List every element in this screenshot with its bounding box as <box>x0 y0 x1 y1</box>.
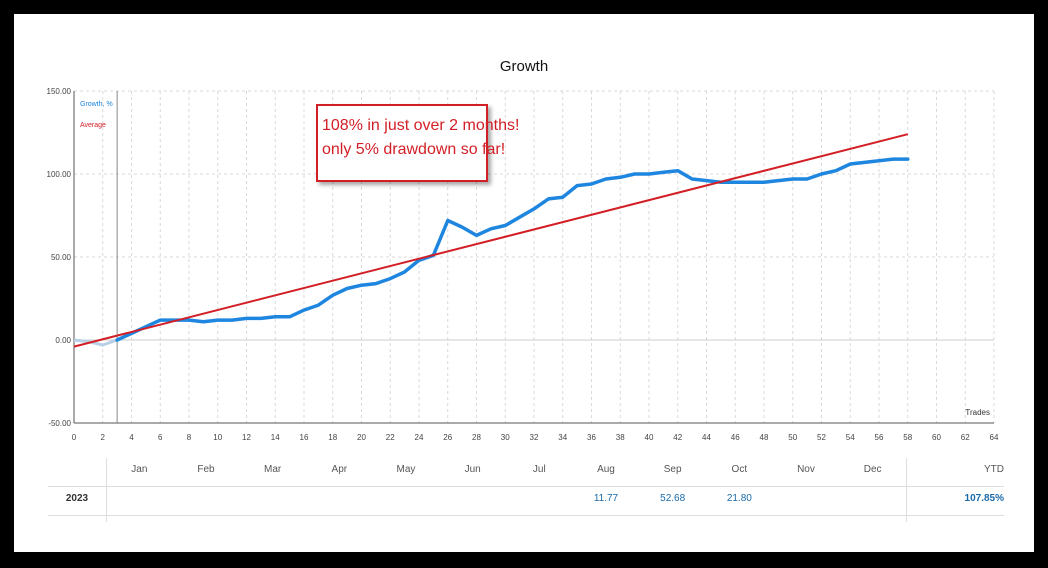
x-tick-label: 32 <box>530 433 539 442</box>
month-header-nov: Nov <box>797 464 815 475</box>
x-tick-label: 56 <box>875 433 884 442</box>
x-tick-label: 52 <box>817 433 826 442</box>
month-header-jan: Jan <box>131 464 148 475</box>
x-tick-label: 12 <box>242 433 251 442</box>
x-tick-label: 64 <box>990 433 999 442</box>
month-header-jun: Jun <box>464 464 481 475</box>
table-separator <box>906 458 907 522</box>
legend-average: Average <box>80 122 106 129</box>
ytd-value: 107.85% <box>964 493 1004 504</box>
x-tick-label: 34 <box>558 433 567 442</box>
month-header-jul: Jul <box>532 464 546 475</box>
month-header-apr: Apr <box>331 464 348 475</box>
growth-series-line-faded <box>73 338 118 347</box>
month-value-sep: 52.68 <box>660 493 686 504</box>
annotation-line-1: 108% in just over 2 months! <box>322 117 520 134</box>
legend-growth: Growth, % <box>80 101 113 108</box>
x-tick-label: 58 <box>903 433 912 442</box>
y-tick-label: 50.00 <box>51 253 72 262</box>
x-tick-label: 30 <box>501 433 510 442</box>
table-row: 2023 11.77 52.68 21.80 107.85% <box>48 486 1004 516</box>
x-tick-label: 50 <box>788 433 797 442</box>
x-tick-label: 26 <box>443 433 452 442</box>
table-header-row: Jan Feb Mar Apr May Jun Jul Aug Sep Oct Nov Dec YTD <box>48 458 1004 486</box>
annotation-line-2: only 5% drawdown so far! <box>322 141 506 158</box>
month-header-feb: Feb <box>197 464 215 475</box>
x-tick-label: 2 <box>101 433 106 442</box>
month-header-aug: Aug <box>597 464 615 475</box>
x-tick-label: 46 <box>731 433 740 442</box>
year-cell: 2023 <box>65 493 89 504</box>
month-header-dec: Dec <box>863 464 882 475</box>
x-tick-label: 28 <box>472 433 481 442</box>
x-tick-label: 4 <box>129 433 134 442</box>
chart-title: Growth <box>499 58 549 75</box>
x-tick-label: 60 <box>932 433 941 442</box>
month-header-sep: Sep <box>663 464 682 475</box>
month-value-aug: 11.77 <box>593 493 619 504</box>
month-header-mar: Mar <box>264 464 282 475</box>
annotation-box: 108% in just over 2 months! only 5% draw… <box>316 104 520 182</box>
x-tick-label: 44 <box>702 433 711 442</box>
x-tick-label: 36 <box>587 433 596 442</box>
y-tick-label: 150.00 <box>47 87 72 96</box>
chart-frame <box>14 14 1034 552</box>
y-tick-label: 100.00 <box>47 170 72 179</box>
month-header-oct: Oct <box>731 464 748 475</box>
x-tick-label: 0 <box>72 433 77 442</box>
x-tick-label: 20 <box>357 433 366 442</box>
month-value-oct: 21.80 <box>726 493 752 504</box>
monthly-returns-table: Jan Feb Mar Apr May Jun Jul Aug Sep Oct Nov Dec YTD … <box>48 458 1004 522</box>
x-tick-label: 8 <box>187 433 192 442</box>
x-tick-label: 42 <box>673 433 682 442</box>
x-tick-label: 6 <box>158 433 163 442</box>
x-tick-label: 18 <box>328 433 337 442</box>
y-tick-label: 0.00 <box>55 336 71 345</box>
x-tick-label: 16 <box>300 433 309 442</box>
x-tick-label: 40 <box>645 433 654 442</box>
growth-series-line <box>115 157 910 342</box>
month-header-may: May <box>396 464 416 475</box>
x-tick-label: 62 <box>961 433 970 442</box>
table-separator <box>106 458 107 522</box>
x-tick-label: 48 <box>760 433 769 442</box>
x-tick-label: 10 <box>213 433 222 442</box>
x-tick-label: 24 <box>415 433 424 442</box>
x-tick-label: 54 <box>846 433 855 442</box>
x-axis-label: Trades <box>965 408 990 417</box>
x-tick-label: 14 <box>271 433 280 442</box>
y-tick-label: -50.00 <box>48 419 71 428</box>
x-tick-label: 38 <box>616 433 625 442</box>
average-series-line <box>73 133 909 348</box>
ytd-header: YTD <box>984 464 1004 475</box>
x-tick-label: 22 <box>386 433 395 442</box>
